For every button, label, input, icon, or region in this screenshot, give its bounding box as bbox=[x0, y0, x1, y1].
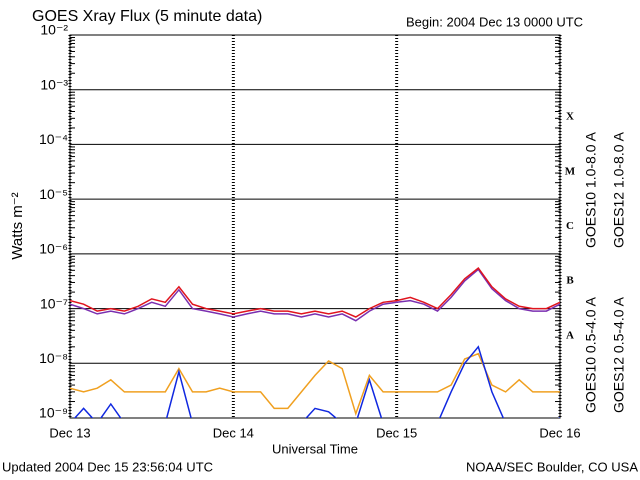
footer-right: NOAA/SEC Boulder, CO USA bbox=[466, 459, 638, 474]
y-tick-label: 10⁻⁹ bbox=[39, 405, 68, 421]
legend-entry: GOES12 1.0-8.0 A bbox=[611, 131, 627, 248]
y-tick-label: 10⁻⁷ bbox=[40, 295, 68, 311]
flare-class-label: X bbox=[566, 111, 574, 123]
legend-entry: GOES12 0.5-4.0 A bbox=[611, 296, 627, 413]
y-tick-label: 10⁻⁶ bbox=[39, 241, 68, 257]
x-tick-label: Dec 16 bbox=[539, 425, 580, 440]
legend-entry: GOES10 0.5-4.0 A bbox=[583, 296, 599, 413]
flare-class-label: M bbox=[565, 165, 576, 177]
y-tick-label: 10⁻⁸ bbox=[39, 350, 68, 366]
y-tick-label: 10⁻² bbox=[40, 22, 68, 38]
y-tick-label: 10⁻⁴ bbox=[39, 131, 68, 147]
x-tick-label: Dec 15 bbox=[376, 425, 417, 440]
flare-class-label: A bbox=[566, 329, 574, 341]
x-axis-label: Universal Time bbox=[272, 441, 358, 456]
flare-class-label: B bbox=[566, 275, 574, 287]
y-tick-label: 10⁻⁵ bbox=[39, 186, 68, 202]
plot-area bbox=[70, 267, 560, 418]
y-axis-label: Watts m⁻² bbox=[9, 192, 26, 259]
x-tick-label: Dec 14 bbox=[213, 425, 254, 440]
series-line bbox=[70, 352, 560, 417]
series-line bbox=[70, 267, 560, 318]
y-tick-label: 10⁻³ bbox=[40, 76, 68, 92]
series-line bbox=[73, 345, 560, 418]
flare-class-label: C bbox=[566, 220, 574, 232]
x-tick-label: Dec 13 bbox=[49, 425, 90, 440]
legend-entry: GOES10 1.0-8.0 A bbox=[583, 131, 599, 248]
footer-left: Updated 2004 Dec 15 23:56:04 UTC bbox=[2, 459, 213, 474]
plot-frame bbox=[69, 34, 561, 419]
chart-subtitle: Begin: 2004 Dec 13 0000 UTC bbox=[406, 14, 583, 29]
series-line bbox=[70, 268, 560, 322]
chart-title: GOES Xray Flux (5 minute data) bbox=[32, 8, 262, 25]
